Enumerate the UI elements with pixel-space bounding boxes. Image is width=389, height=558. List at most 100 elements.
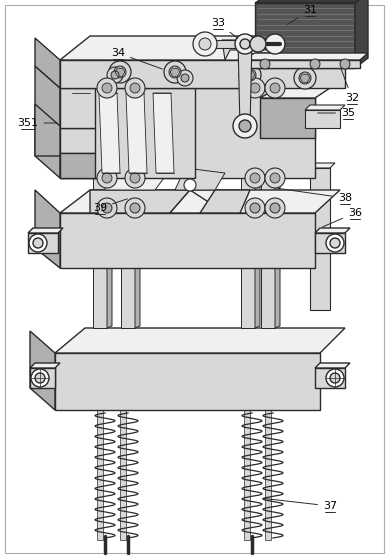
Polygon shape bbox=[265, 410, 271, 540]
Polygon shape bbox=[28, 233, 58, 253]
Circle shape bbox=[102, 203, 112, 213]
Polygon shape bbox=[30, 331, 55, 410]
Polygon shape bbox=[60, 128, 95, 153]
Polygon shape bbox=[255, 176, 260, 328]
Polygon shape bbox=[55, 328, 345, 353]
Circle shape bbox=[102, 83, 112, 93]
Polygon shape bbox=[305, 105, 345, 110]
Polygon shape bbox=[225, 50, 280, 60]
Polygon shape bbox=[105, 163, 175, 190]
Polygon shape bbox=[153, 93, 174, 173]
Circle shape bbox=[114, 66, 126, 78]
Circle shape bbox=[97, 168, 117, 188]
Polygon shape bbox=[195, 40, 275, 48]
Polygon shape bbox=[126, 93, 147, 173]
Circle shape bbox=[245, 78, 265, 98]
Circle shape bbox=[330, 238, 340, 248]
Circle shape bbox=[260, 59, 270, 69]
Circle shape bbox=[265, 168, 285, 188]
Text: 32: 32 bbox=[341, 69, 359, 103]
Polygon shape bbox=[240, 53, 368, 60]
Circle shape bbox=[250, 173, 260, 183]
Polygon shape bbox=[260, 98, 315, 138]
Circle shape bbox=[107, 67, 123, 83]
Polygon shape bbox=[120, 410, 126, 540]
Polygon shape bbox=[240, 60, 360, 68]
Circle shape bbox=[294, 67, 316, 89]
Polygon shape bbox=[241, 178, 255, 328]
Circle shape bbox=[199, 38, 211, 50]
Polygon shape bbox=[55, 353, 320, 410]
Polygon shape bbox=[30, 363, 60, 368]
Polygon shape bbox=[72, 93, 93, 173]
Circle shape bbox=[326, 234, 344, 252]
Polygon shape bbox=[28, 228, 63, 233]
Text: 38: 38 bbox=[278, 189, 352, 203]
Circle shape bbox=[244, 69, 256, 81]
Circle shape bbox=[169, 66, 181, 78]
Polygon shape bbox=[315, 233, 345, 253]
Polygon shape bbox=[60, 60, 345, 88]
Polygon shape bbox=[222, 40, 278, 60]
Circle shape bbox=[340, 59, 350, 69]
Text: 39: 39 bbox=[93, 199, 127, 213]
Circle shape bbox=[239, 64, 261, 86]
Polygon shape bbox=[255, 3, 355, 68]
Polygon shape bbox=[35, 66, 60, 178]
Circle shape bbox=[130, 173, 140, 183]
Polygon shape bbox=[35, 190, 60, 268]
Circle shape bbox=[31, 369, 49, 387]
Circle shape bbox=[326, 369, 344, 387]
Polygon shape bbox=[135, 176, 140, 328]
Polygon shape bbox=[255, 0, 368, 3]
Circle shape bbox=[250, 36, 266, 52]
Circle shape bbox=[97, 78, 117, 98]
Polygon shape bbox=[310, 163, 335, 168]
Polygon shape bbox=[107, 176, 112, 328]
Text: 34: 34 bbox=[111, 48, 162, 69]
Circle shape bbox=[270, 173, 280, 183]
Polygon shape bbox=[90, 190, 190, 213]
Polygon shape bbox=[315, 363, 350, 368]
Circle shape bbox=[130, 203, 140, 213]
Circle shape bbox=[111, 71, 119, 79]
Circle shape bbox=[102, 173, 112, 183]
Polygon shape bbox=[30, 368, 55, 388]
Polygon shape bbox=[200, 190, 250, 213]
Circle shape bbox=[270, 83, 280, 93]
Polygon shape bbox=[310, 168, 330, 310]
Polygon shape bbox=[60, 88, 195, 178]
Circle shape bbox=[250, 203, 260, 213]
Circle shape bbox=[125, 78, 145, 98]
Circle shape bbox=[184, 179, 196, 191]
Polygon shape bbox=[121, 178, 135, 328]
Circle shape bbox=[235, 34, 255, 54]
Circle shape bbox=[265, 78, 285, 98]
Text: 37: 37 bbox=[263, 498, 337, 511]
Polygon shape bbox=[93, 178, 107, 328]
Circle shape bbox=[130, 83, 140, 93]
Polygon shape bbox=[60, 60, 345, 88]
Circle shape bbox=[35, 373, 45, 383]
Polygon shape bbox=[60, 36, 365, 60]
Polygon shape bbox=[261, 178, 275, 328]
Circle shape bbox=[240, 39, 250, 49]
Polygon shape bbox=[35, 38, 60, 88]
Circle shape bbox=[330, 373, 340, 383]
Circle shape bbox=[125, 168, 145, 188]
Text: 36: 36 bbox=[322, 208, 362, 227]
Circle shape bbox=[125, 198, 145, 218]
Polygon shape bbox=[315, 368, 345, 388]
Polygon shape bbox=[60, 153, 95, 178]
Circle shape bbox=[250, 83, 260, 93]
Polygon shape bbox=[260, 78, 345, 98]
Circle shape bbox=[265, 34, 285, 54]
Polygon shape bbox=[275, 176, 280, 328]
Polygon shape bbox=[175, 168, 225, 190]
Polygon shape bbox=[99, 93, 120, 173]
Circle shape bbox=[239, 120, 251, 132]
Circle shape bbox=[265, 198, 285, 218]
Text: 35: 35 bbox=[318, 108, 355, 118]
Polygon shape bbox=[305, 110, 340, 128]
Circle shape bbox=[193, 32, 217, 56]
